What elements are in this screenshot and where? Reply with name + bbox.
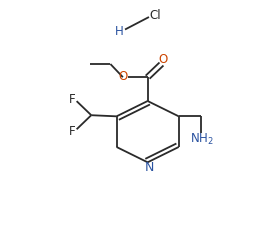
Text: NH$_2$: NH$_2$: [190, 131, 214, 147]
Text: Cl: Cl: [149, 9, 161, 22]
Text: F: F: [69, 93, 75, 106]
Text: O: O: [158, 53, 167, 67]
Text: F: F: [69, 125, 75, 138]
Text: N: N: [145, 161, 154, 175]
Text: H: H: [115, 25, 123, 38]
Text: O: O: [118, 70, 127, 83]
